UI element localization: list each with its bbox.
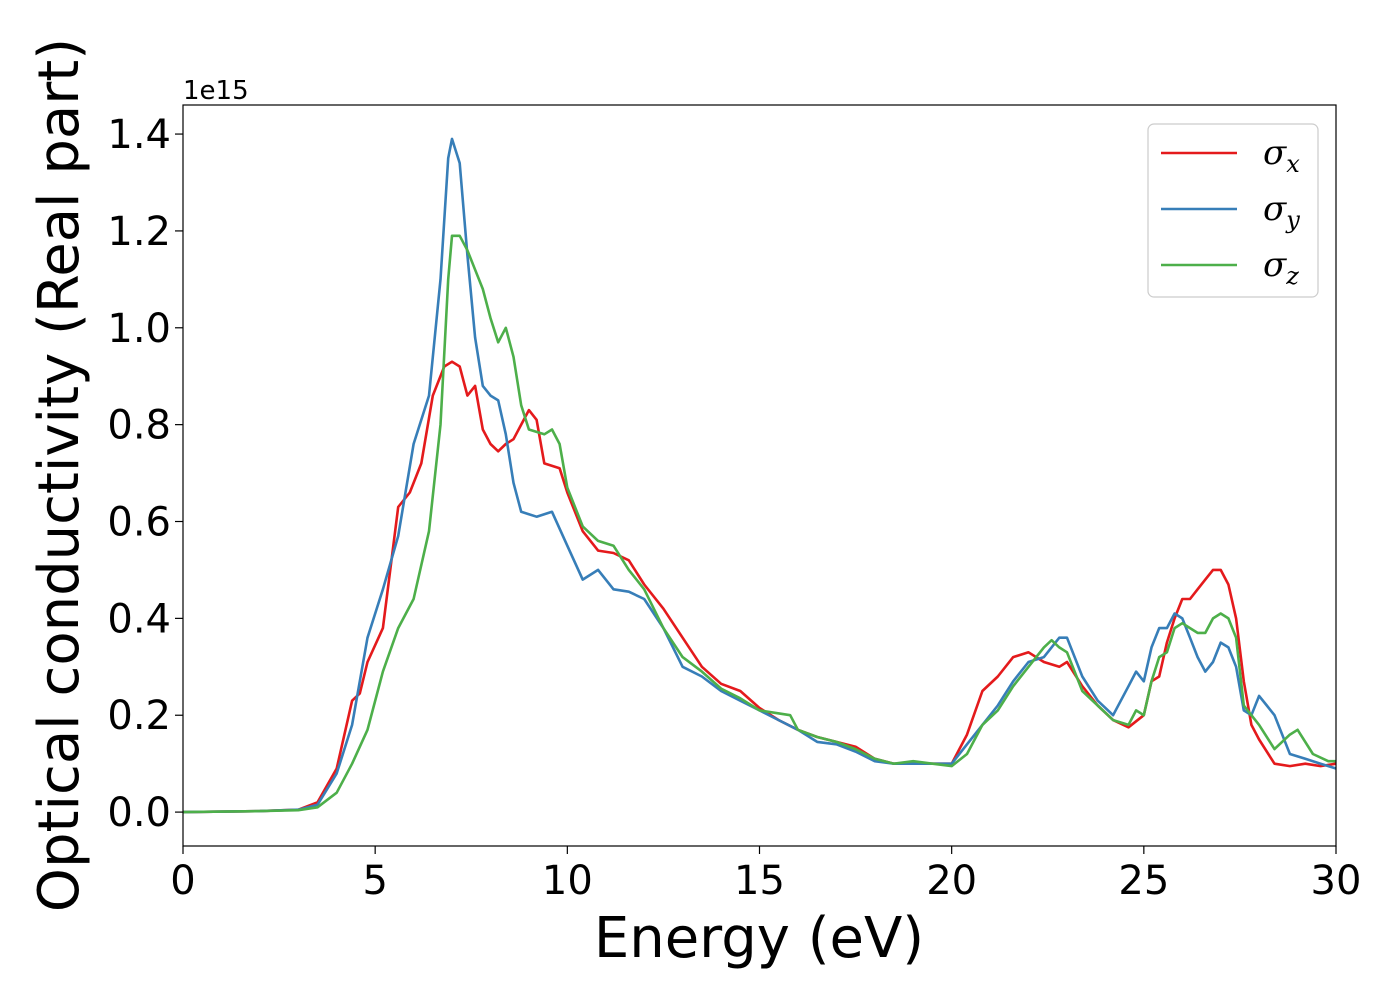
- x-tick-label: 10: [542, 858, 593, 904]
- y-tick-label: 0.2: [107, 693, 171, 739]
- y-tick-label: 0.6: [107, 500, 171, 546]
- y-axis-label: Optical conductivity (Real part): [27, 38, 92, 912]
- legend-label-y: σy: [1263, 189, 1300, 234]
- series-line-x: [182, 360, 1337, 814]
- y-tick-label: 1.2: [107, 209, 171, 255]
- legend-box: [1147, 123, 1319, 298]
- y-offset-label: 1e15: [183, 76, 249, 106]
- y-tick-label: 0.0: [107, 790, 171, 836]
- x-tick-label: 30: [1311, 858, 1362, 904]
- x-tick-label: 0: [170, 858, 195, 904]
- y-tick-label: 0.8: [107, 403, 171, 449]
- series-line-y: [182, 137, 1337, 814]
- y-tick-label: 0.4: [107, 596, 171, 642]
- y-tick-label: 1.0: [107, 306, 171, 352]
- x-axis-label: Energy (eV): [594, 906, 924, 971]
- x-tick-label: 5: [362, 858, 387, 904]
- x-tick-label: 20: [926, 858, 977, 904]
- x-tick-label: 25: [1118, 858, 1169, 904]
- y-tick-label: 1.4: [107, 112, 171, 158]
- series-line-z: [182, 234, 1336, 814]
- x-tick-label: 15: [734, 858, 785, 904]
- legend-label-z: σz: [1263, 245, 1299, 290]
